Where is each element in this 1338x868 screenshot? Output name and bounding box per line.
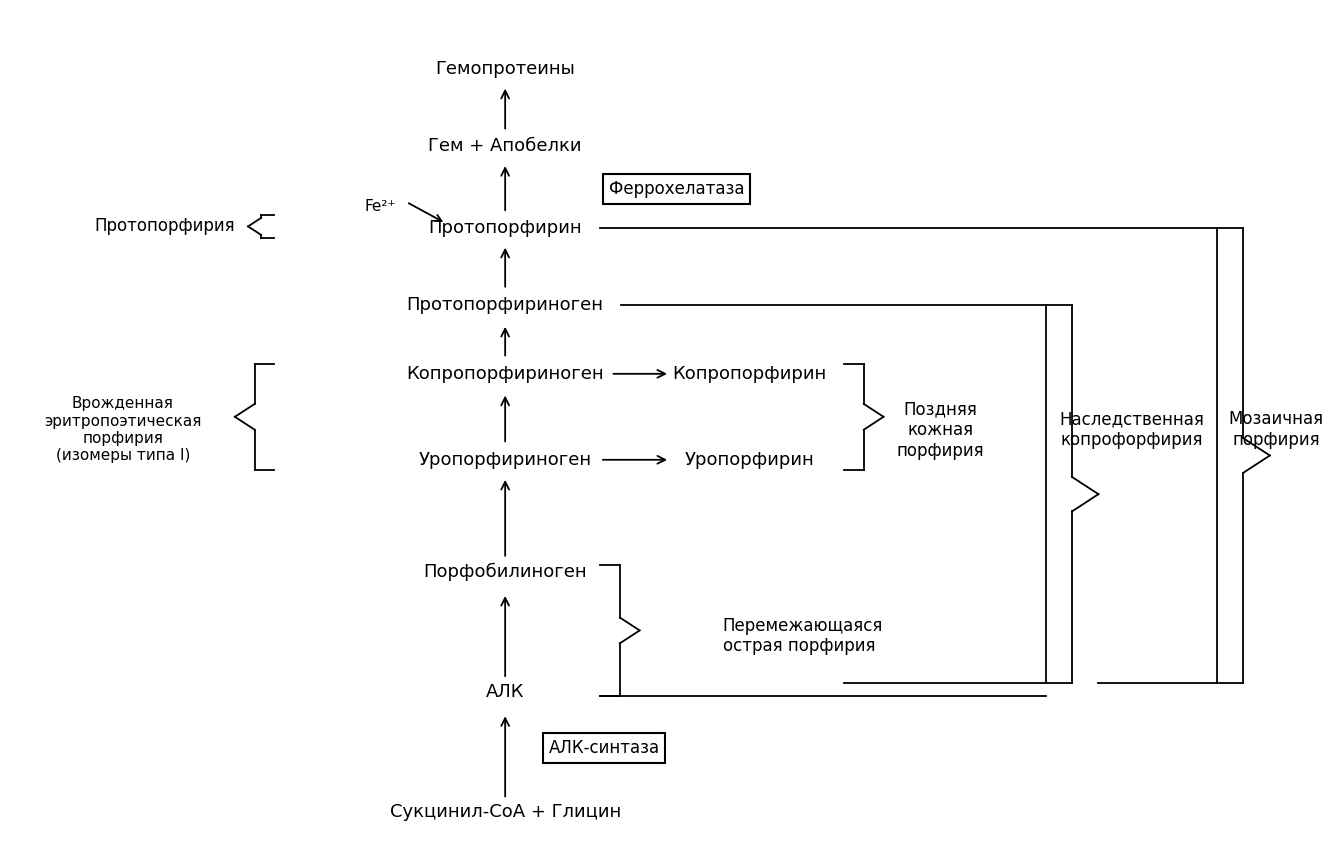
Text: АЛК-синтаза: АЛК-синтаза	[549, 739, 660, 757]
Text: Перемежающаяся
острая порфирия: Перемежающаяся острая порфирия	[723, 616, 883, 655]
Text: Сукцинил-СоА + Глицин: Сукцинил-СоА + Глицин	[389, 803, 621, 821]
Text: Протопорфирин: Протопорфирин	[428, 219, 582, 237]
Text: Копропорфириноген: Копропорфириноген	[407, 365, 603, 383]
Text: АЛК: АЛК	[486, 683, 524, 700]
Text: Уропорфириноген: Уропорфириноген	[419, 450, 591, 469]
Text: Порфобилиноген: Порфобилиноген	[423, 562, 587, 581]
Text: Fe²⁺: Fe²⁺	[364, 199, 396, 214]
Text: Копропорфирин: Копропорфирин	[672, 365, 826, 383]
Text: Наследственная
копрофорфирия: Наследственная копрофорфирия	[1058, 411, 1204, 449]
Text: Гем + Апобелки: Гем + Апобелки	[428, 137, 582, 155]
Text: Врожденная
эритропоэтическая
порфирия
(изомеры типа I): Врожденная эритропоэтическая порфирия (и…	[44, 396, 202, 464]
Text: Протопорфирия: Протопорфирия	[94, 217, 235, 235]
Text: Гемопротеины: Гемопротеины	[435, 60, 575, 77]
Text: Уропорфирин: Уропорфирин	[684, 450, 814, 469]
Text: Поздняя
кожная
порфирия: Поздняя кожная порфирия	[896, 400, 983, 459]
Text: Феррохелатаза: Феррохелатаза	[609, 180, 744, 198]
Text: Протопорфириноген: Протопорфириноген	[407, 296, 603, 314]
Text: Мозаичная
порфирия: Мозаичная порфирия	[1228, 411, 1325, 449]
